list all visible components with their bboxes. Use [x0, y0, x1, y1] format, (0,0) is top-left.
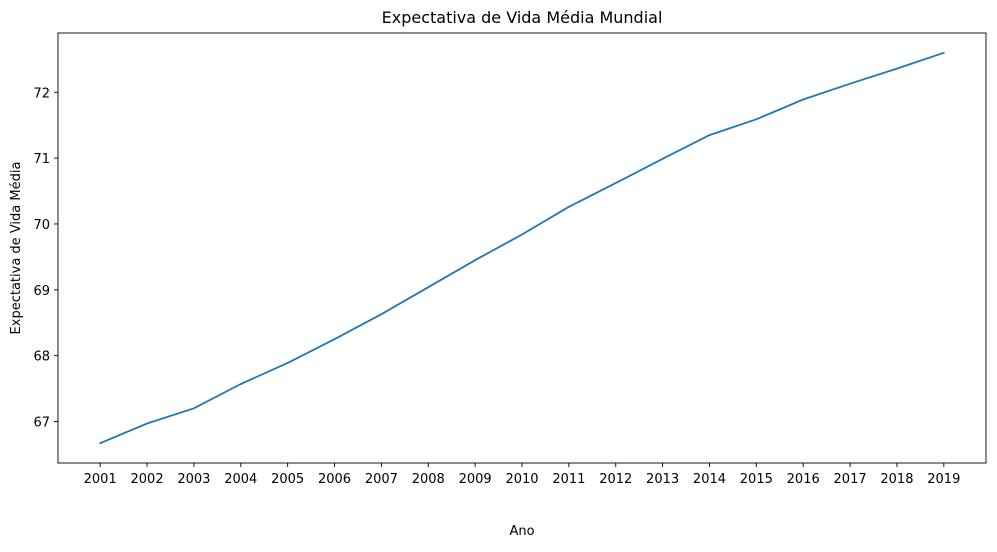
x-axis: 2001 2002 2003 2004 2005 2006 2007 2008 2009 2010…	[84, 463, 960, 487]
x-tick-label: 2004	[224, 472, 257, 487]
y-tick-label: 72	[33, 86, 50, 101]
x-tick-label: 2008	[412, 472, 445, 487]
x-tick-label: 2018	[880, 472, 913, 487]
x-tick-label: 2013	[646, 472, 679, 487]
series-line	[99, 51, 945, 445]
y-axis: 67 68 69 70 71 72	[33, 86, 58, 431]
x-tick-label: 2016	[787, 472, 820, 487]
x-tick-label: 2012	[599, 472, 632, 487]
x-tick-label: 2001	[84, 472, 117, 487]
x-tick-label: 2011	[552, 472, 585, 487]
x-tick-label: 2015	[740, 472, 773, 487]
y-axis-label: Expectativa de Vida Média	[9, 162, 24, 335]
x-tick-label: 2014	[693, 472, 726, 487]
chart-title: Expectativa de Vida Média Mundial	[382, 8, 663, 27]
x-tick-label: 2002	[131, 472, 164, 487]
x-tick-label: 2003	[177, 472, 210, 487]
plot-frame	[57, 32, 987, 464]
x-tick-label: 2010	[505, 472, 538, 487]
y-tick-label: 70	[33, 218, 50, 233]
y-tick-label: 67	[33, 416, 50, 431]
x-axis-label: Ano	[509, 524, 534, 539]
x-tick-label: 2005	[271, 472, 304, 487]
x-tick-label: 2017	[834, 472, 867, 487]
x-tick-label: 2019	[927, 472, 960, 487]
x-tick-label: 2007	[365, 472, 398, 487]
x-tick-label: 2006	[318, 472, 351, 487]
series-layer	[99, 51, 945, 445]
plot-area	[57, 32, 987, 464]
y-tick-label: 71	[33, 152, 50, 167]
y-tick-label: 68	[33, 350, 50, 365]
y-tick-label: 69	[33, 284, 50, 299]
x-tick-label: 2009	[459, 472, 492, 487]
